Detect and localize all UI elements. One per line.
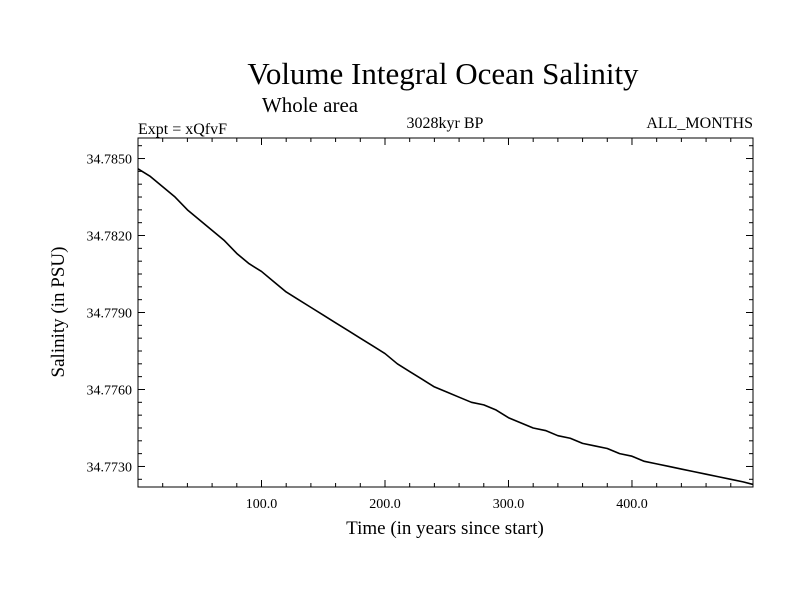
x-tick-label: 400.0	[616, 497, 648, 512]
x-axis-label: Time (in years since start)	[346, 518, 544, 539]
x-tick-label: 100.0	[246, 497, 278, 512]
tick-labels: 100.0 200.0 300.0 400.0 34.7730 34.7760 34.779…	[87, 153, 648, 512]
chart-title: Volume Integral Ocean Salinity	[247, 56, 639, 91]
experiment-label: Expt = xQfvF	[138, 121, 227, 138]
plot-frame	[137, 137, 754, 488]
y-tick-label: 34.7730	[87, 460, 133, 475]
y-tick-label: 34.7820	[87, 230, 133, 245]
chart-subtitle: Whole area	[262, 93, 359, 117]
series-line	[137, 168, 754, 486]
months-label: ALL_MONTHS	[646, 115, 753, 132]
y-tick-label: 34.7790	[87, 307, 133, 322]
tick-marks	[138, 138, 753, 487]
x-tick-label: 300.0	[493, 497, 525, 512]
series-layer	[137, 168, 754, 486]
y-tick-label: 34.7850	[87, 153, 133, 168]
y-axis-label: Salinity (in PSU)	[48, 247, 69, 378]
x-tick-label: 200.0	[369, 497, 401, 512]
y-tick-label: 34.7760	[87, 383, 133, 398]
period-label: 3028kyr BP	[407, 115, 484, 132]
